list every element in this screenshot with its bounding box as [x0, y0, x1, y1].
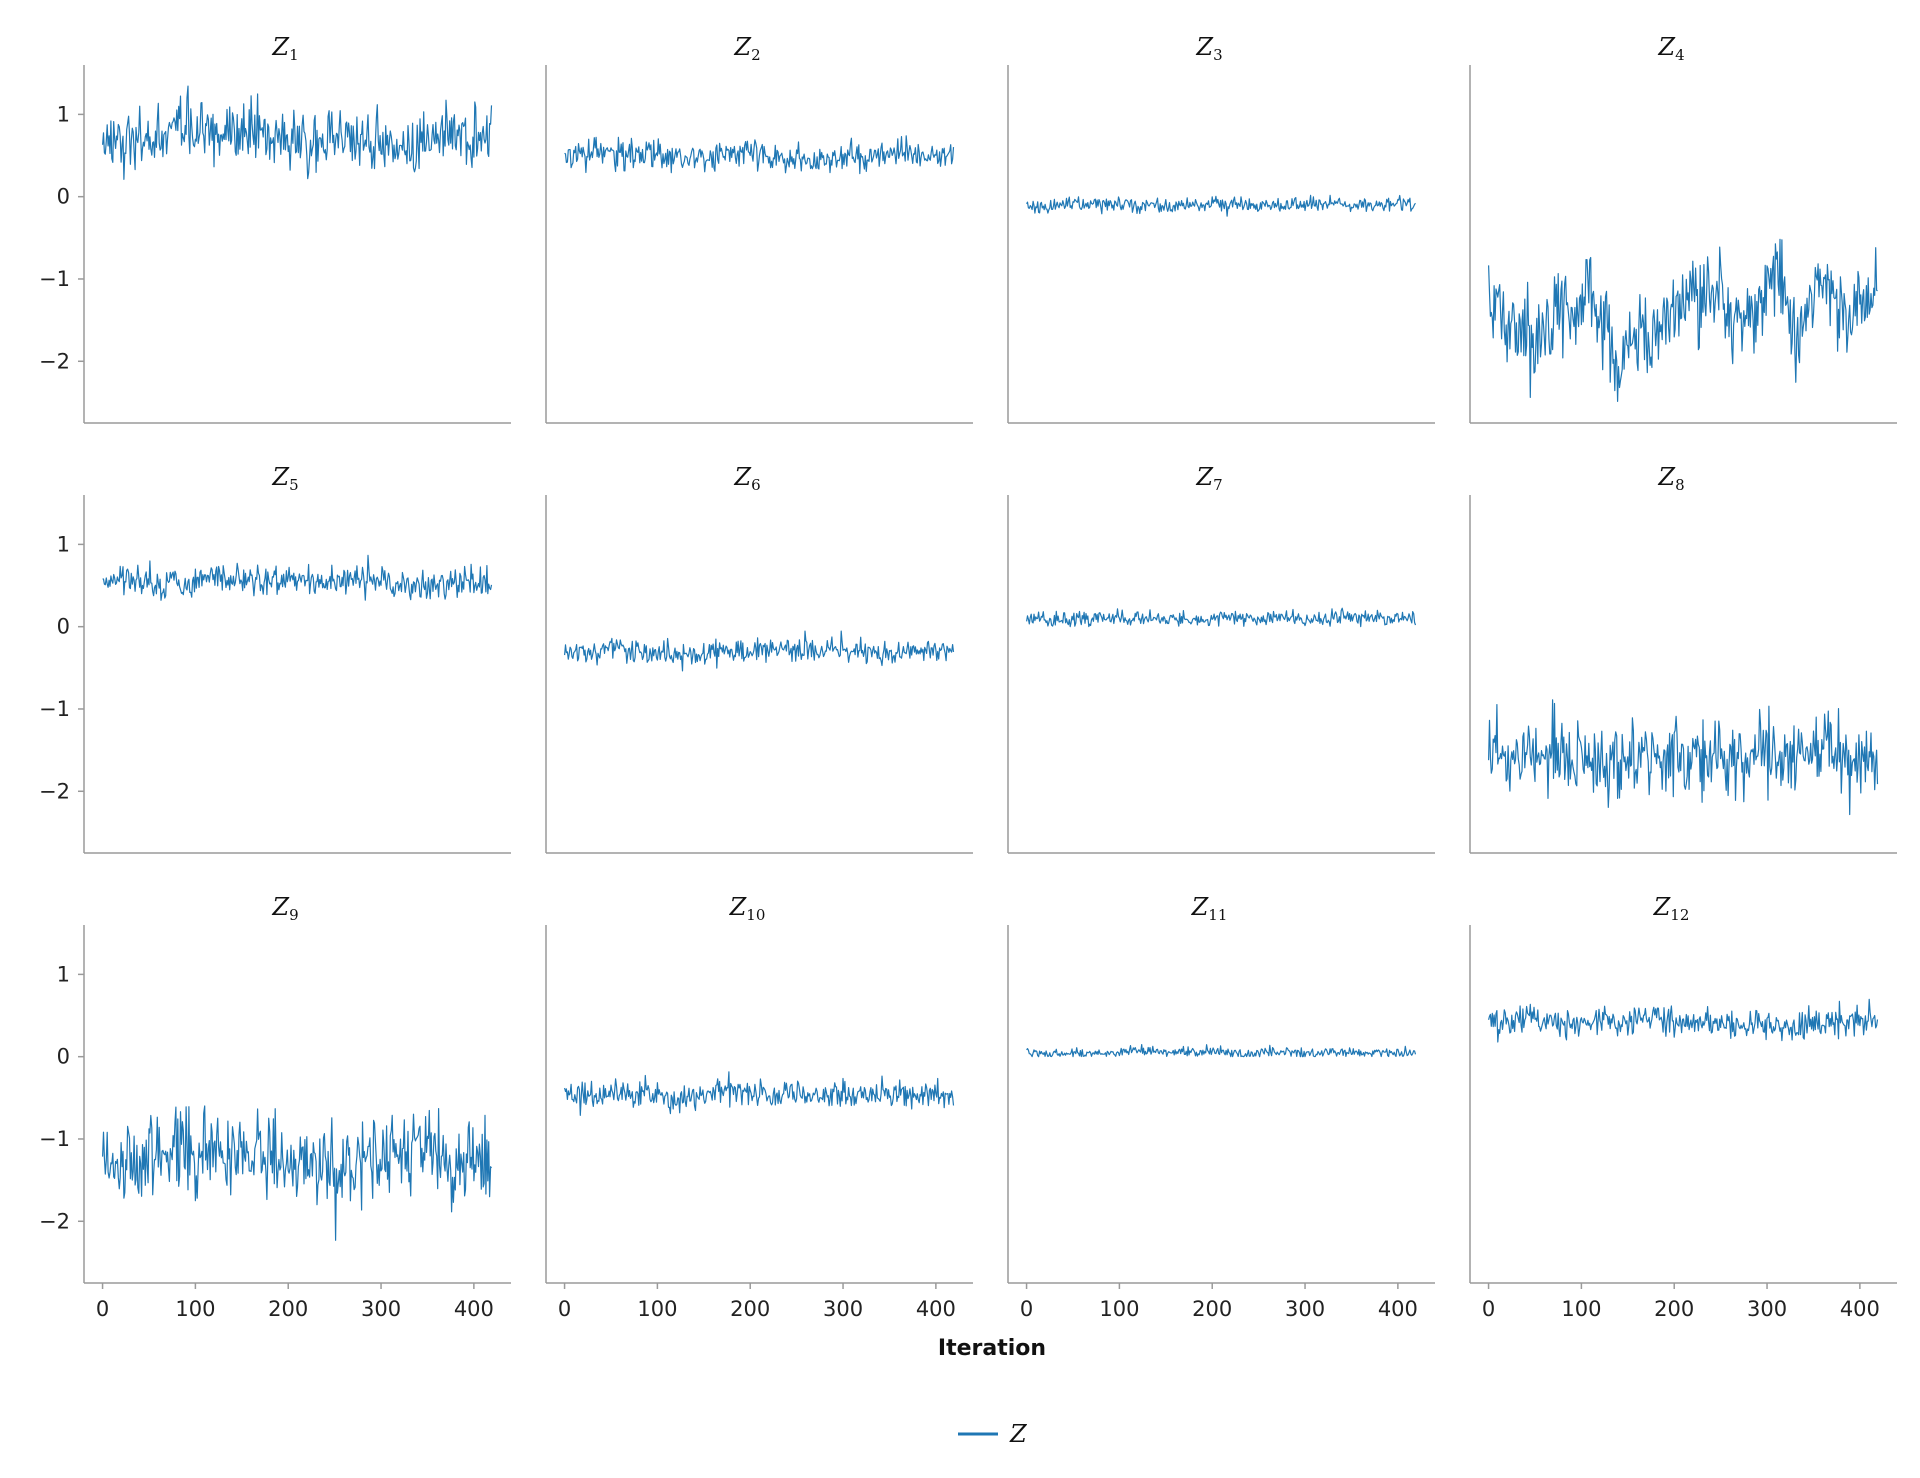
trace-line-z4	[1488, 238, 1878, 402]
x-tick-label: 300	[361, 1297, 401, 1321]
y-tick-label: −2	[39, 1209, 70, 1233]
panel-z1: Z1 1 0 −1 −2	[39, 33, 511, 424]
x-tick-label: 400	[1840, 1297, 1880, 1321]
y-tick-label: −2	[39, 349, 70, 373]
x-tick-label: 400	[454, 1297, 494, 1321]
y-tick-label: −1	[39, 697, 70, 721]
panel-title: Z12	[1653, 893, 1690, 924]
trace-line-z3	[1026, 194, 1416, 217]
y-tick-label: 0	[57, 1045, 70, 1069]
panel-z3: Z3	[1007, 33, 1435, 424]
trace-line-z5	[102, 554, 493, 601]
panel-title: Z3	[1195, 33, 1222, 64]
x-tick-label: 300	[1747, 1297, 1787, 1321]
y-tick-label: 1	[57, 102, 70, 126]
panel-title: Z10	[729, 893, 766, 924]
panel-title: Z4	[1657, 33, 1684, 64]
y-tick-label: −1	[39, 267, 70, 291]
panel-z11: Z11 0 100 200 300 400	[1007, 893, 1435, 1321]
panel-title: Z7	[1195, 463, 1222, 494]
x-tick-label: 0	[96, 1297, 109, 1321]
x-tick-label: 200	[1654, 1297, 1694, 1321]
panel-title: Z1	[271, 33, 298, 64]
panel-title: Z11	[1191, 893, 1228, 924]
panel-z12: Z12 0 100 200 300 400	[1469, 893, 1897, 1321]
trace-line-z1	[102, 85, 493, 180]
trace-line-z11	[1026, 1043, 1417, 1058]
panel-z8: Z8	[1469, 463, 1897, 854]
x-tick-label: 400	[916, 1297, 956, 1321]
panel-z2: Z2	[545, 33, 973, 424]
panel-title: Z9	[271, 893, 298, 924]
trace-line-z6	[564, 630, 955, 672]
panel-z7: Z7	[1007, 463, 1435, 854]
x-tick-label: 0	[1482, 1297, 1495, 1321]
x-tick-label: 100	[175, 1297, 215, 1321]
panel-title: Z5	[271, 463, 298, 494]
y-tick-label: 1	[57, 532, 70, 556]
x-tick-label: 300	[823, 1297, 863, 1321]
x-tick-label: 200	[1192, 1297, 1232, 1321]
panel-z6: Z6	[545, 463, 973, 854]
panel-z5: Z5 1 0 −1 −2	[39, 463, 511, 854]
panel-z9: Z9 1 0 −1 −2 0 100 200 300 400	[39, 893, 511, 1321]
y-tick-label: −2	[39, 779, 70, 803]
x-tick-label: 100	[1099, 1297, 1139, 1321]
trace-line-z10	[564, 1071, 955, 1117]
y-tick-label: −1	[39, 1127, 70, 1151]
trace-line-z7	[1026, 607, 1417, 628]
x-tick-label: 100	[637, 1297, 677, 1321]
x-tick-label: 400	[1378, 1297, 1418, 1321]
x-tick-label: 200	[730, 1297, 770, 1321]
panel-z4: Z4	[1469, 33, 1897, 424]
x-tick-label: 200	[268, 1297, 308, 1321]
x-tick-label: 0	[1020, 1297, 1033, 1321]
x-tick-label: 300	[1285, 1297, 1325, 1321]
panel-title: Z8	[1657, 463, 1684, 494]
panel-z10: Z10 0 100 200 300 400	[545, 893, 973, 1321]
y-tick-label: 0	[57, 615, 70, 639]
panel-title: Z2	[733, 33, 760, 64]
y-tick-label: 1	[57, 962, 70, 986]
trace-line-z2	[564, 135, 955, 175]
panel-title: Z6	[733, 463, 760, 494]
trace-line-z8	[1488, 699, 1879, 816]
x-tick-label: 100	[1561, 1297, 1601, 1321]
x-axis-label: Iteration	[938, 1336, 1046, 1361]
legend: Z	[958, 1420, 1028, 1448]
trace-line-z9	[102, 1105, 492, 1241]
x-tick-label: 0	[558, 1297, 571, 1321]
trace-line-z12	[1488, 998, 1879, 1043]
y-tick-label: 0	[57, 185, 70, 209]
legend-label: Z	[1009, 1420, 1028, 1448]
